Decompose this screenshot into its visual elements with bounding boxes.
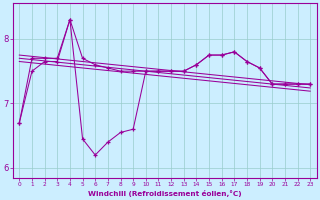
X-axis label: Windchill (Refroidissement éolien,°C): Windchill (Refroidissement éolien,°C) bbox=[88, 190, 242, 197]
